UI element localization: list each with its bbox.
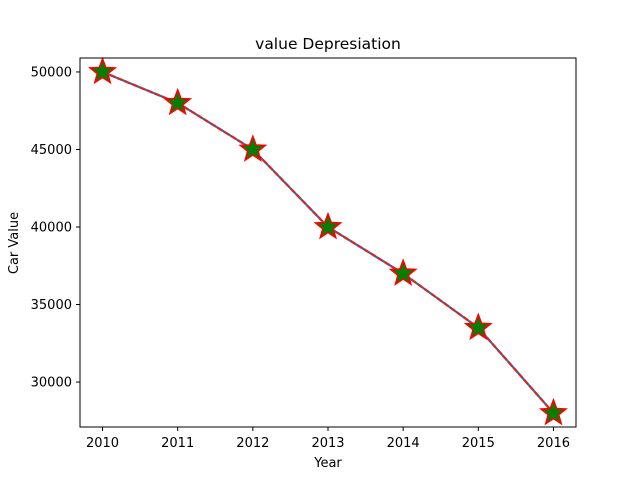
y-tick-label: 40000	[31, 220, 72, 235]
x-tick-label: 2011	[161, 436, 194, 451]
data-point-star	[88, 56, 118, 85]
data-point-star	[163, 87, 193, 116]
data-point-star	[538, 397, 568, 426]
data-point-star	[313, 211, 343, 240]
x-tick-label: 2010	[86, 436, 119, 451]
data-point-star	[463, 312, 493, 341]
y-tick-label: 45000	[31, 143, 72, 158]
y-tick-label: 50000	[31, 65, 72, 80]
plot-frame	[79, 57, 577, 428]
y-tick-label: 35000	[31, 298, 72, 313]
y-axis-ticks: 30000 35000 40000 45000 50000	[31, 65, 80, 391]
x-tick-label: 2014	[387, 436, 420, 451]
x-axis-label: Year	[313, 456, 342, 471]
x-tick-label: 2013	[311, 436, 344, 451]
y-axis-label: Car Value	[7, 212, 22, 274]
x-axis-ticks: 2010 2011 2012 2013 2014 2015 2016	[86, 427, 570, 451]
x-tick-label: 2016	[537, 436, 570, 451]
y-tick-label: 30000	[31, 376, 72, 391]
chart-title: value Depresiation	[255, 35, 401, 53]
series-layer	[88, 56, 568, 426]
data-point-star	[238, 134, 268, 162]
x-tick-label: 2015	[462, 436, 495, 451]
data-point-star	[388, 258, 418, 286]
x-tick-label: 2012	[236, 436, 269, 451]
